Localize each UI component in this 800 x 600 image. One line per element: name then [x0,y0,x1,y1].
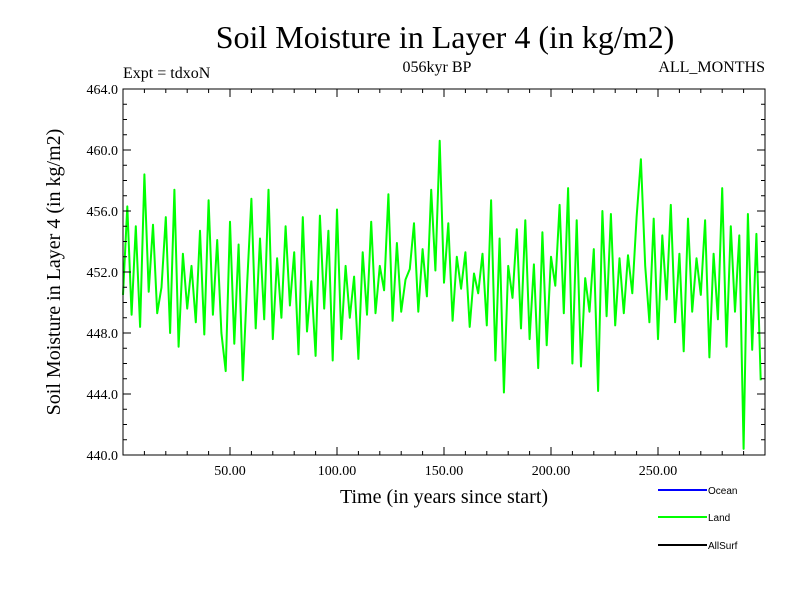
y-axis-label: Soil Moisture in Layer 4 (in kg/m2) [43,129,65,416]
x-tick-label: 200.00 [532,464,571,479]
months-label: ALL_MONTHS [658,59,765,76]
tick-marks [123,89,765,455]
x-axis-label: Time (in years since start) [340,486,548,508]
y-tick-label: 464.0 [87,83,119,98]
series-line-land [122,139,762,450]
x-tick-label: 100.00 [318,464,357,479]
x-tick-labels: 50.00 100.00 150.00 200.00 250.00 [214,464,677,479]
y-tick-label: 460.0 [87,144,119,159]
y-tick-label: 456.0 [87,205,119,220]
period-label: 056kyr BP [403,59,472,76]
y-tick-label: 440.0 [87,449,119,464]
legend-label-land: Land [708,513,730,524]
x-tick-label: 250.00 [639,464,678,479]
legend-item-land: Land [658,513,730,524]
experiment-label: Expt = tdxoN [123,65,211,82]
y-tick-label: 444.0 [87,388,119,403]
x-tick-label: 150.00 [425,464,464,479]
x-tick-label: 50.00 [214,464,246,479]
y-tick-labels: 440.0 444.0 448.0 452.0 456.0 460.0 464.0 [87,83,119,464]
series-layer [122,139,762,450]
y-tick-label: 448.0 [87,327,119,342]
chart-title: Soil Moisture in Layer 4 (in kg/m2) [216,19,675,55]
legend-item-allsurf: AllSurf [658,541,738,552]
plot-frame [122,88,766,456]
legend: Ocean Land AllSurf [658,486,738,552]
legend-item-ocean: Ocean [658,486,737,497]
legend-label-allsurf: AllSurf [708,541,738,552]
y-tick-label: 452.0 [87,266,119,281]
legend-label-ocean: Ocean [708,486,737,497]
plot-area [122,88,766,456]
